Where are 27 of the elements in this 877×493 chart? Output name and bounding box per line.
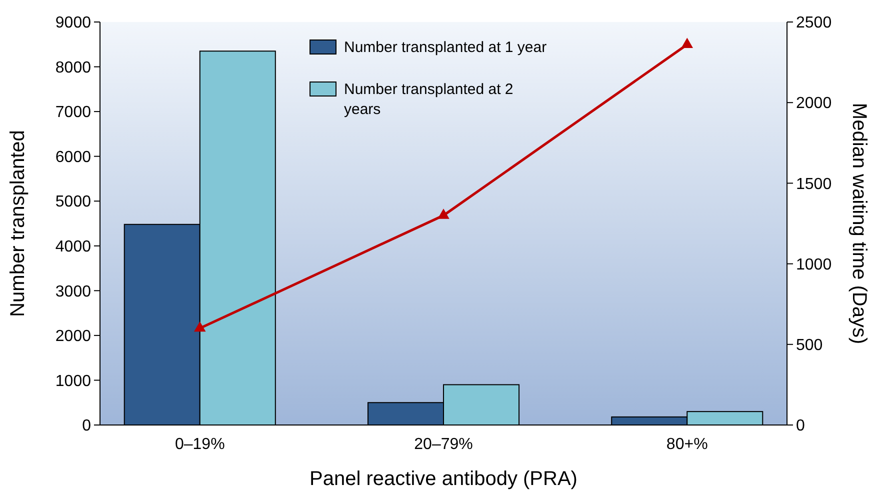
- y-tick-label: 5000: [55, 194, 92, 211]
- y2-tick-label: 0: [796, 418, 805, 435]
- y-tick-label: 3000: [55, 283, 92, 300]
- y-tick-label: 8000: [55, 59, 92, 76]
- y-tick-label: 0: [82, 418, 92, 435]
- y2-axis-title: Median waiting time (Days): [848, 102, 870, 344]
- y2-tick-label: 1000: [796, 256, 832, 274]
- legend-label: Number transplanted at 2 years: [344, 81, 514, 118]
- x-tick-label: 20–79%: [414, 436, 473, 453]
- y2-tick-label: 2000: [796, 95, 832, 112]
- y-tick-label: 4000: [55, 238, 92, 256]
- y-axis-title: Number transplanted: [7, 130, 29, 317]
- x-axis-title: Panel reactive antibody (PRA): [310, 468, 578, 490]
- y-tick-label: 6000: [55, 148, 92, 166]
- y-tick-label: 1000: [55, 372, 92, 390]
- y-tick-label: 9000: [55, 14, 92, 32]
- y-tick-label: 2000: [55, 328, 92, 346]
- point: [438, 208, 450, 219]
- y-tick-label: 7000: [55, 104, 92, 122]
- x-tick-label: 0–19%: [174, 436, 225, 453]
- y2-tick-label: 500: [796, 337, 823, 354]
- y2-tick-label: 2500: [796, 14, 832, 32]
- x-tick-label: 80+%: [666, 436, 708, 453]
- y2-tick-label: 1500: [796, 176, 832, 193]
- legend-label: Number transplanted at 1 year: [344, 39, 547, 56]
- point: [194, 321, 206, 332]
- point: [681, 38, 694, 48]
